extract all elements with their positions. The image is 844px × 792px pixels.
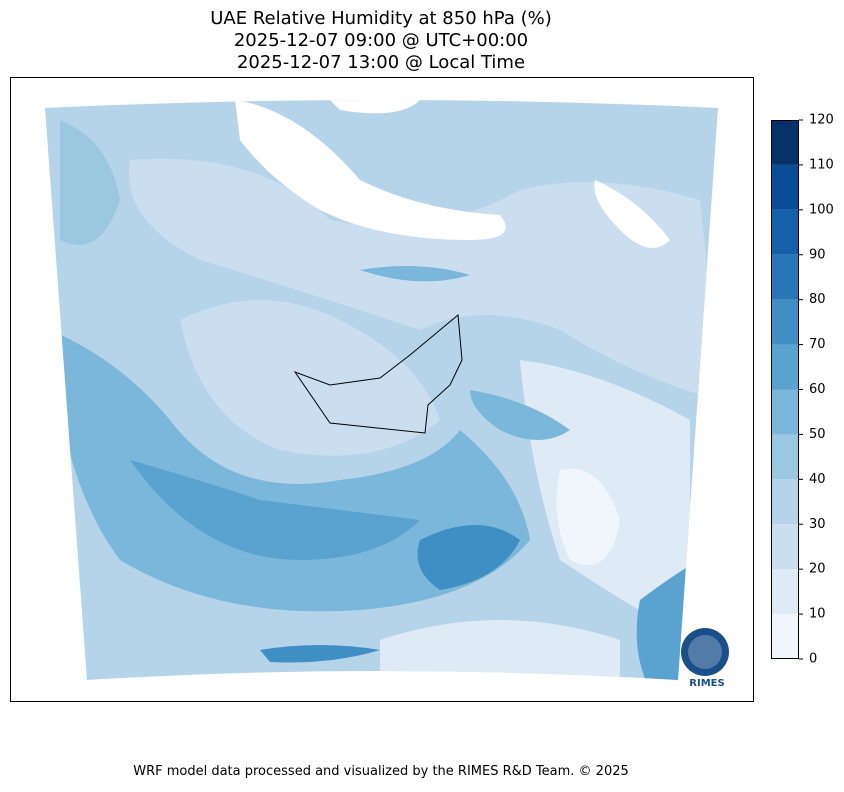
colorbar-band: [771, 614, 799, 659]
colorbar-band: [771, 524, 799, 570]
title-line: 2025-12-07 13:00 @ Local Time: [237, 52, 525, 73]
colorbar-tick-label: 70: [809, 337, 826, 352]
title-line: 2025-12-07 09:00 @ UTC+00:00: [234, 30, 528, 51]
colorbar-tick-label: 50: [809, 427, 826, 442]
colorbar-tick-label: 100: [809, 202, 834, 217]
colorbar-tick-label: 10: [809, 607, 826, 622]
colorbar-tick-label: 60: [809, 382, 826, 397]
colorbar-tick-label: 30: [809, 517, 826, 532]
logo-text: RIMES: [689, 678, 724, 689]
map-frame: [10, 77, 754, 702]
colorbar-band: [771, 569, 799, 615]
colorbar-tick-label: 90: [809, 247, 826, 262]
logo: RIMES: [681, 628, 729, 689]
colorbar: 0 10 20 30 40 50 60 70 80 90 100 110 120: [771, 113, 834, 667]
colorbar-band: [771, 164, 799, 210]
colorbar-tick-label: 120: [809, 113, 834, 128]
colorbar-tick-label: 40: [809, 472, 826, 487]
colorbar-tick-label: 80: [809, 292, 826, 307]
footer: WRF model data processed and visualized …: [133, 764, 629, 779]
colorbar-band: [771, 209, 799, 255]
colorbar-band: [771, 120, 799, 165]
title-line: UAE Relative Humidity at 850 hPa (%): [210, 8, 551, 29]
colorbar-band: [771, 389, 799, 435]
humidity-field: [45, 100, 718, 680]
colorbar-band: [771, 254, 799, 300]
colorbar-band: [771, 344, 799, 390]
colorbar-frame: [771, 120, 799, 659]
colorbar-tick-label: 110: [809, 157, 834, 172]
colorbar-band: [771, 434, 799, 480]
colorbar-band: [771, 479, 799, 525]
colorbar-tick-label: 20: [809, 562, 826, 577]
uae-border: [293, 314, 463, 434]
colorbar-tick-label: 0: [809, 652, 817, 667]
colorbar-band: [771, 299, 799, 345]
